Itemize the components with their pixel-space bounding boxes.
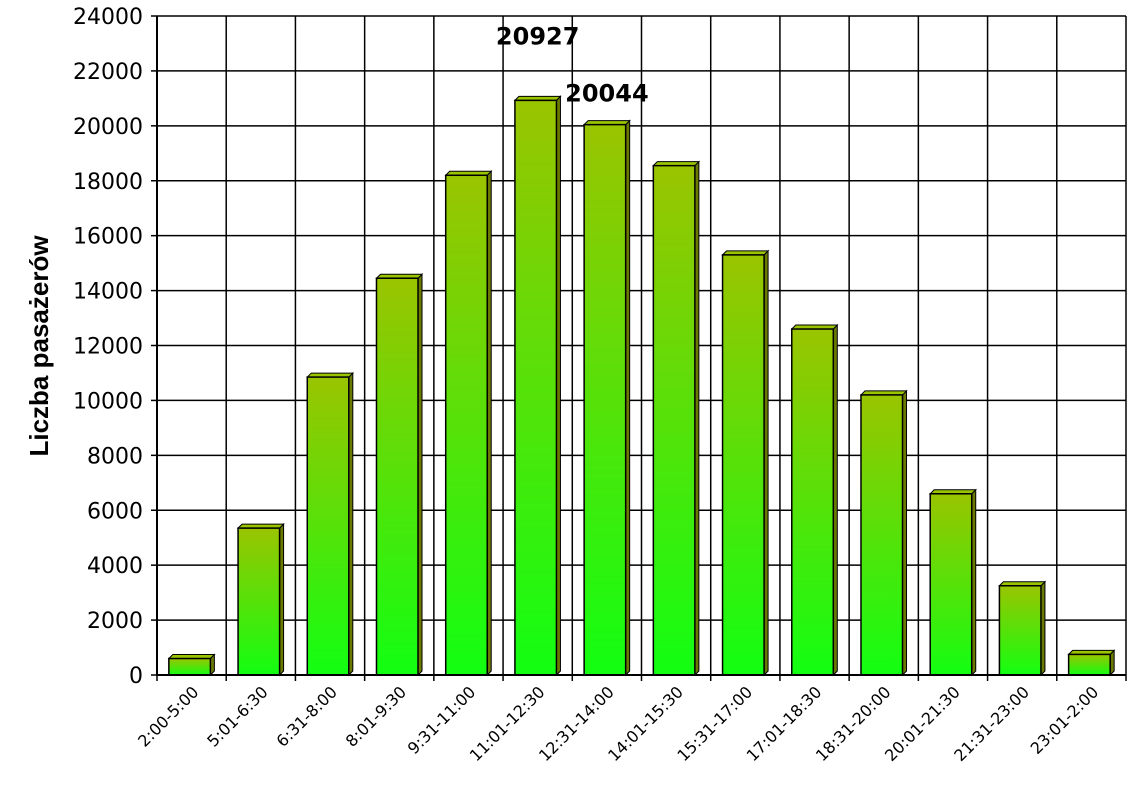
- bar: [236, 522, 285, 677]
- y-tick-label: 4000: [87, 554, 143, 579]
- axes: [151, 15, 1127, 681]
- x-tick-label: 9:31-11:00: [404, 682, 480, 758]
- bar-front: [583, 123, 627, 676]
- bar-front: [306, 376, 350, 676]
- data-label: 20927: [496, 22, 580, 50]
- bar-front: [375, 277, 419, 676]
- bar-front: [721, 254, 765, 676]
- y-axis-label: Liczba pasażerów: [24, 235, 54, 457]
- y-tick-label: 20000: [73, 115, 143, 140]
- y-tick-label: 6000: [87, 499, 143, 524]
- bar: [444, 170, 493, 677]
- data-label: 20044: [565, 80, 649, 108]
- bar: [721, 249, 770, 677]
- bar-front: [998, 585, 1042, 676]
- bar-front: [860, 394, 904, 676]
- x-tick-label: 2:00-5:00: [134, 682, 202, 750]
- bar: [928, 488, 977, 677]
- x-tick-label: 8:01-9:30: [342, 682, 410, 750]
- data-labels: 20927 20044: [496, 22, 649, 107]
- y-tick-label: 24000: [73, 5, 143, 30]
- bar: [582, 119, 631, 677]
- bar-front: [1067, 653, 1111, 676]
- bar: [1067, 649, 1116, 677]
- y-tick-label: 22000: [73, 60, 143, 85]
- y-tick-label: 14000: [73, 280, 143, 305]
- gridlines: [156, 15, 1127, 676]
- bar: [652, 160, 701, 677]
- y-tick-label: 10000: [73, 389, 143, 414]
- y-tick-label: 2000: [87, 609, 143, 634]
- bar-front: [929, 493, 973, 676]
- y-tick-labels: 0 2000 4000 6000 8000 10000 12000 14000 16000 180…: [73, 5, 143, 689]
- x-tick-label: 5:01-6:30: [203, 682, 271, 750]
- bar: [998, 580, 1047, 677]
- y-tick-label: 12000: [73, 335, 143, 360]
- bar: [513, 95, 562, 677]
- y-tick-label: 16000: [73, 225, 143, 250]
- bar-front: [237, 527, 281, 676]
- bar-front: [514, 99, 558, 676]
- x-tick-label: 23:01-2:00: [1027, 682, 1103, 758]
- x-tick-labels: 2:00-5:00 5:01-6:30 6:31-8:00 8:01-9:309:31…: [134, 682, 1102, 765]
- x-tick-label: 6:31-8:00: [273, 682, 341, 750]
- y-tick-label: 0: [129, 664, 143, 689]
- bar: [306, 371, 355, 677]
- y-tick-label: 18000: [73, 170, 143, 195]
- bar: [859, 389, 908, 677]
- bar: [790, 323, 839, 677]
- bar-front: [791, 328, 835, 676]
- y-tick-label: 8000: [87, 444, 143, 469]
- bar: [167, 653, 216, 677]
- bar-front: [444, 174, 488, 676]
- bar-front: [652, 164, 696, 676]
- bar: [375, 273, 424, 677]
- bar-front: [168, 657, 212, 676]
